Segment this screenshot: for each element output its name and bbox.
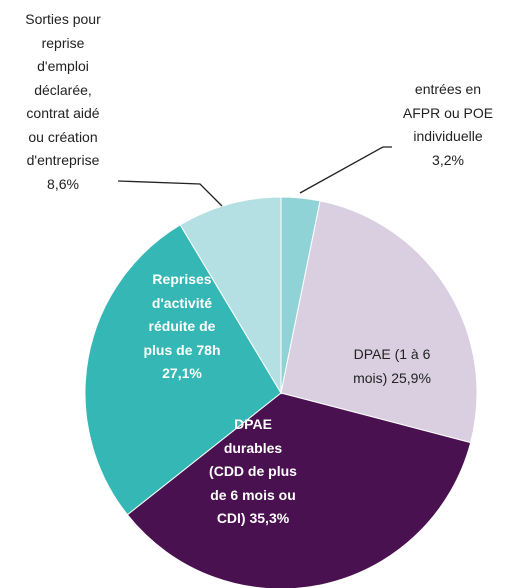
leader-line bbox=[299, 146, 392, 194]
slice-label: Sorties pour reprise d'emploi déclarée, … bbox=[0, 8, 126, 196]
category-label: DPAE (1 à 6 mois) bbox=[353, 346, 431, 386]
category-label: Sorties pour reprise d'emploi déclarée, … bbox=[25, 11, 101, 168]
slice-label: entrées en AFPR ou POE individuelle 3,2% bbox=[388, 78, 508, 172]
category-label: DPAE durables (CDD de plus de 6 mois ou … bbox=[209, 416, 297, 526]
pie-slice bbox=[280, 200, 478, 444]
slice-label: DPAE (1 à 6 mois) 25,9% bbox=[327, 343, 457, 390]
pie-slice bbox=[126, 392, 472, 588]
value-label: 27,1% bbox=[162, 365, 202, 381]
leader-line bbox=[117, 180, 223, 207]
value-label: 8,6% bbox=[47, 175, 79, 192]
category-label: Reprises d'activité réduite de plus de 7… bbox=[143, 271, 221, 358]
slice-label: Reprises d'activité réduite de plus de 7… bbox=[117, 268, 247, 386]
value-label: 25,9% bbox=[391, 369, 431, 386]
value-label: 3,2% bbox=[432, 151, 464, 168]
slice-label: DPAE durables (CDD de plus de 6 mois ou … bbox=[188, 413, 318, 531]
pie-slice bbox=[84, 224, 282, 516]
value-label: 35,3% bbox=[249, 510, 290, 526]
pie-slice bbox=[179, 196, 282, 395]
category-label: entrées en AFPR ou POE individuelle bbox=[402, 81, 494, 144]
